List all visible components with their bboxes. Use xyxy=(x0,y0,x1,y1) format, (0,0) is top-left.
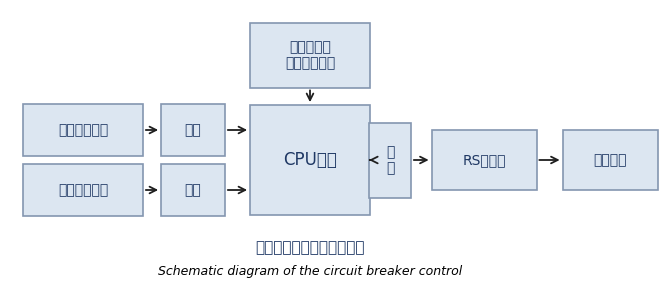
Text: 断路器控制电路原理示意图: 断路器控制电路原理示意图 xyxy=(255,240,365,255)
FancyBboxPatch shape xyxy=(562,130,657,190)
Text: 光耦: 光耦 xyxy=(185,183,201,197)
FancyBboxPatch shape xyxy=(250,105,370,215)
FancyBboxPatch shape xyxy=(23,164,143,216)
Text: Schematic diagram of the circuit breaker control: Schematic diagram of the circuit breaker… xyxy=(158,266,462,278)
Text: 驱动模块: 驱动模块 xyxy=(593,153,627,167)
Text: 自动控制模块: 自动控制模块 xyxy=(58,183,108,197)
Text: 光耦: 光耦 xyxy=(185,123,201,137)
FancyBboxPatch shape xyxy=(432,130,537,190)
Text: RS锁存器: RS锁存器 xyxy=(462,153,506,167)
Text: 光
耦: 光 耦 xyxy=(386,145,394,175)
FancyBboxPatch shape xyxy=(250,22,370,88)
FancyBboxPatch shape xyxy=(23,104,143,156)
FancyBboxPatch shape xyxy=(161,104,225,156)
FancyBboxPatch shape xyxy=(369,122,411,197)
Text: 电网一次侧
电源监控模块: 电网一次侧 电源监控模块 xyxy=(285,40,335,70)
Text: CPU模块: CPU模块 xyxy=(283,151,337,169)
Text: 手动控制模块: 手动控制模块 xyxy=(58,123,108,137)
FancyBboxPatch shape xyxy=(161,164,225,216)
